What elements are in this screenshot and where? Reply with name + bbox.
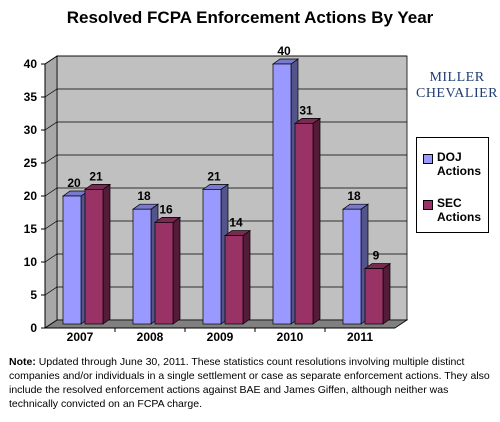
y-tick-label: 0 [30,321,37,335]
data-label: 21 [207,169,221,183]
bar-doj [202,189,222,325]
bar-chart: 0 5 10 15 20 25 30 35 40 2007 20 21 2008 18 16 2009 21 14… [24,44,409,344]
y-tick-label: 30 [24,123,38,137]
bar-doj [342,208,362,325]
legend-swatch-sec [423,200,433,210]
x-tick-label: 2011 [347,330,373,344]
footnote-text: Updated through June 30, 2011. These sta… [9,356,490,410]
y-tick-label: 40 [24,57,38,71]
plot-area: 0 5 10 15 20 25 30 35 40 2007 20 21 2008 18 16 2009 21 14… [24,44,409,344]
y-tick-label: 5 [30,288,37,302]
y-tick-label: 10 [24,255,38,269]
bar-sec [224,235,244,325]
legend-label-sec: SEC Actions [437,196,482,224]
footnote: Note: Updated through June 30, 2011. The… [9,355,495,411]
bar-side [242,229,251,325]
legend-swatch-doj [423,154,433,164]
gridline [44,55,407,65]
x-tick-label: 2009 [207,330,234,344]
bar-sec [364,268,384,325]
bar-side [312,117,321,325]
y-tick-label: 20 [24,189,38,203]
bar-doj [272,63,292,325]
data-label: 14 [229,216,243,230]
x-tick-label: 2008 [137,330,164,344]
bar-sec [294,123,314,325]
bar-side [172,216,181,325]
data-label: 18 [347,189,361,203]
data-label: 16 [159,202,173,216]
brand-line-2: CHEVALIER [415,86,499,101]
data-label: 40 [277,44,291,58]
chart-legend: DOJ Actions SEC Actions [416,137,489,233]
bar-doj [132,208,152,325]
brand-line-1: MILLER [429,70,485,85]
x-tick-label: 2007 [67,330,94,344]
brand-logo: MILLER CHEVALIER [414,70,500,102]
data-label: 18 [137,189,151,203]
legend-label-doj: DOJ Actions [437,150,482,178]
y-tick-label: 15 [24,222,38,236]
footnote-label: Note: [9,356,36,368]
data-label: 31 [299,103,313,117]
x-tick-label: 2010 [277,330,304,344]
bar-side [382,262,391,325]
data-label: 9 [373,249,380,263]
bar-doj [62,195,82,325]
page-title: Resolved FCPA Enforcement Actions By Yea… [66,8,434,27]
data-label: 21 [89,169,103,183]
data-label: 20 [67,176,81,190]
y-tick-label: 35 [24,90,38,104]
bar-sec [84,189,104,325]
y-tick-label: 25 [24,156,38,170]
bar-sec [154,222,174,325]
bar-side [102,183,111,325]
